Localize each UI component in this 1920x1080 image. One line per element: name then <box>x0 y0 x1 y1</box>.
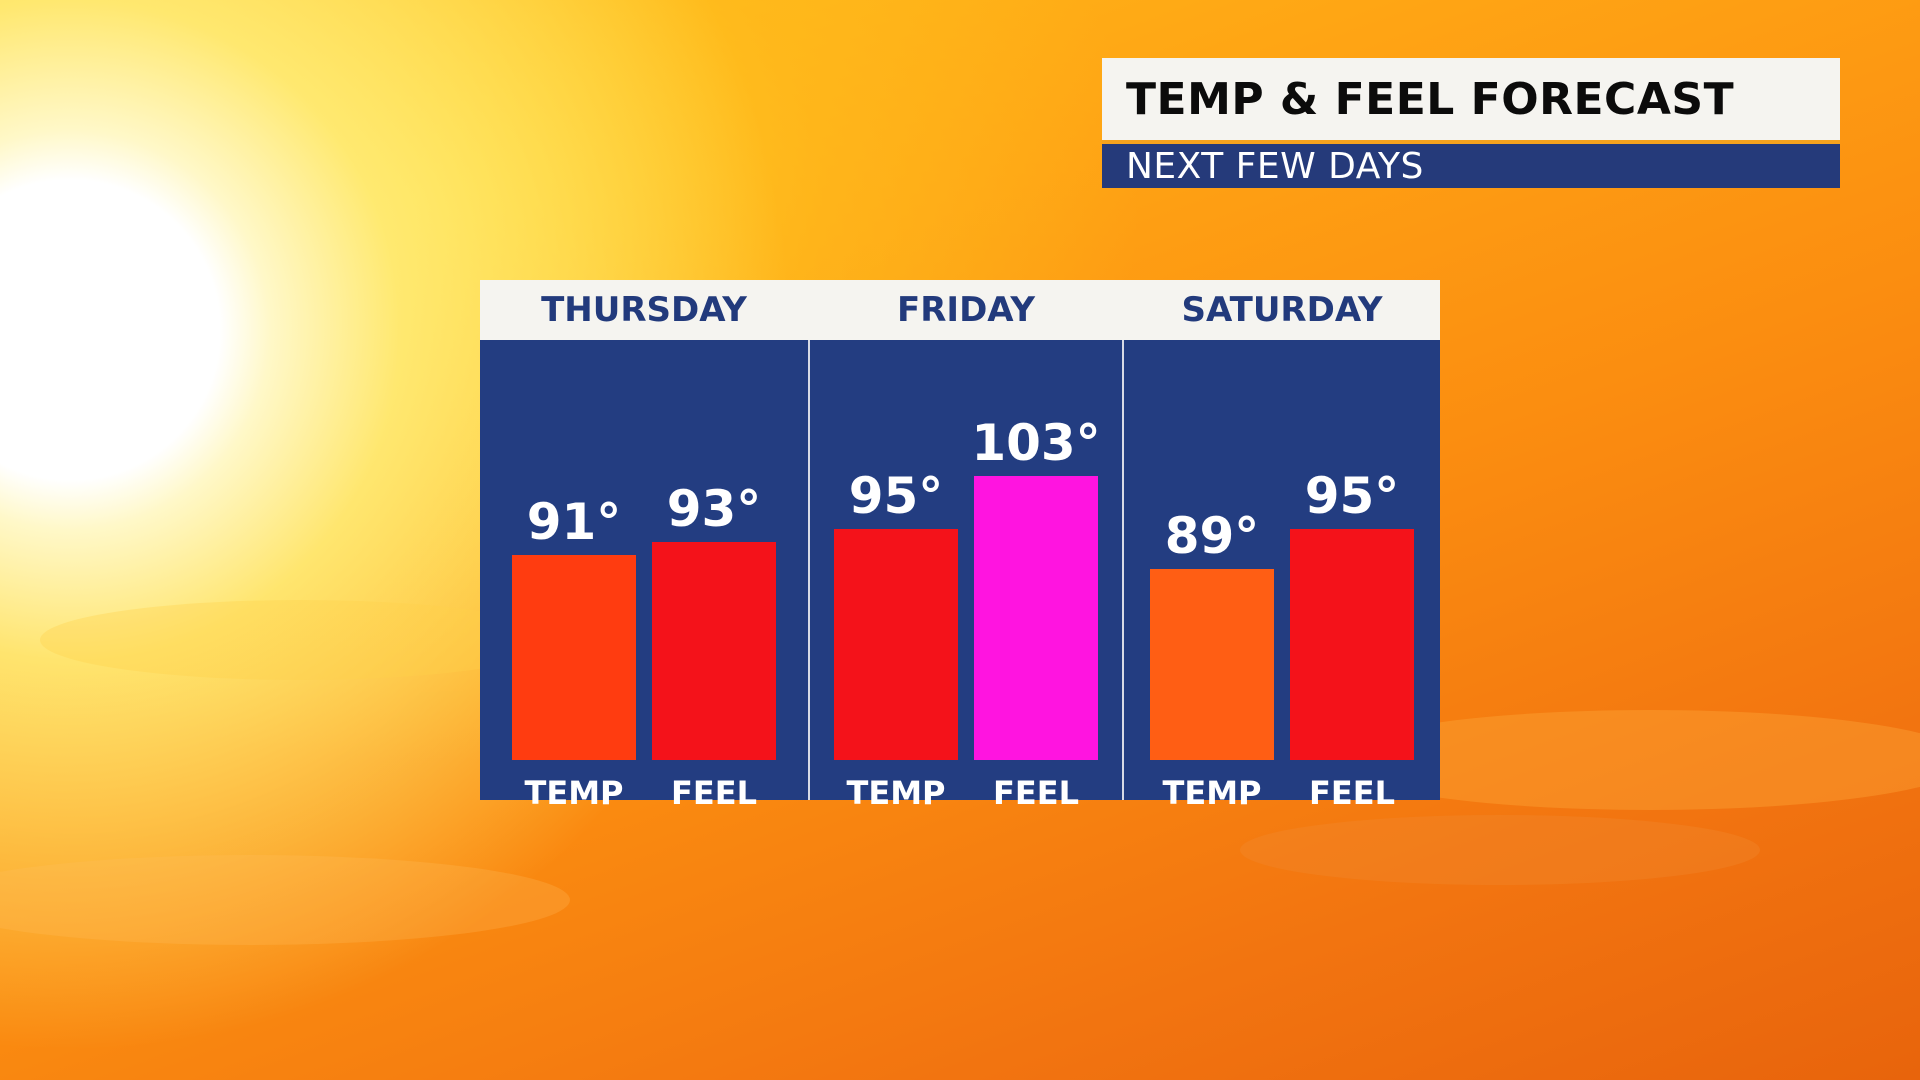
category-label-thursday-temp: TEMP <box>524 774 624 812</box>
title-box: TEMP & FEEL FORECAST NEXT FEW DAYS <box>1102 58 1840 188</box>
forecast-chart: THURSDAY FRIDAY SATURDAY 91° TEMP 93° FEEL 95°… <box>480 280 1440 812</box>
category-label-saturday-feel: FEEL <box>1309 774 1395 812</box>
category-label-thursday-feel: FEEL <box>671 774 757 812</box>
bar-friday-temp <box>834 529 958 760</box>
day-divider <box>1122 340 1124 800</box>
chart-header <box>480 280 1440 340</box>
chart-panel <box>480 340 1440 800</box>
value-label-thursday-temp: 91° <box>526 493 622 552</box>
subtitle-bar: NEXT FEW DAYS <box>1102 144 1840 188</box>
value-label-saturday-temp: 89° <box>1164 506 1260 565</box>
value-label-friday-feel: 103° <box>971 414 1101 473</box>
chart-subtitle: NEXT FEW DAYS <box>1126 145 1424 187</box>
day-label-thursday: THURSDAY <box>541 290 747 330</box>
category-label-friday-temp: TEMP <box>846 774 946 812</box>
bar-area: 91° TEMP 93° FEEL 95° TEMP 103° FEEL 89° TEMP 95° F… <box>480 340 1440 812</box>
bar-thursday-feel <box>652 542 776 760</box>
category-label-saturday-temp: TEMP <box>1162 774 1262 812</box>
bar-saturday-temp <box>1150 568 1274 760</box>
day-label-friday: FRIDAY <box>897 290 1035 330</box>
bar-friday-feel <box>974 476 1098 760</box>
value-label-thursday-feel: 93° <box>666 480 762 539</box>
category-label-friday-feel: FEEL <box>993 774 1079 812</box>
bar-thursday-temp <box>512 555 636 760</box>
bar-saturday-feel <box>1290 529 1414 760</box>
title-bar: TEMP & FEEL FORECAST <box>1102 58 1840 144</box>
day-label-saturday: SATURDAY <box>1181 290 1383 330</box>
day-divider <box>808 340 810 800</box>
value-label-friday-temp: 95° <box>848 467 944 525</box>
chart-title: TEMP & FEEL FORECAST <box>1126 73 1735 125</box>
value-label-saturday-feel: 95° <box>1304 467 1400 525</box>
